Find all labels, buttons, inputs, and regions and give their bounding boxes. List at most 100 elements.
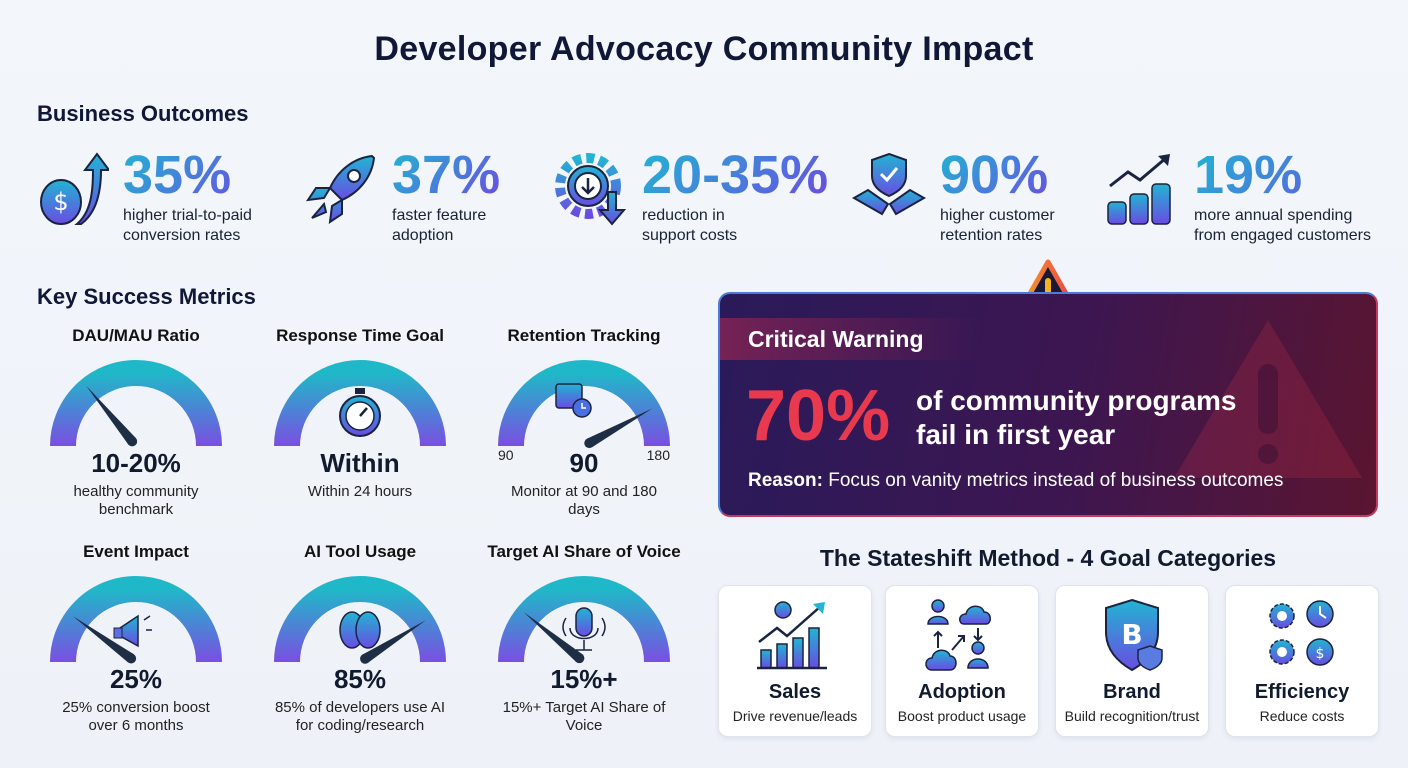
gauge-arc — [50, 576, 222, 663]
gauge-value: 15%+ — [550, 664, 618, 694]
card-title: Brand — [1103, 681, 1161, 703]
gauge-value: 85% — [333, 664, 387, 694]
gauge-desc: 15%+ Target AI Share of Voice — [502, 699, 666, 734]
gauge-desc: healthy community benchmark — [73, 483, 199, 518]
gauge-arc — [274, 576, 446, 663]
outcome-spending: 19% more annual spending from engaged cust… — [1106, 148, 1371, 246]
gauge-arc — [498, 360, 670, 447]
critical-warning-panel: Critical Warning 70% of community progra… — [718, 292, 1378, 517]
gauge-ai-tool-usage: AI Tool Usage 85% 85% of developers use … — [260, 542, 460, 735]
gauge-dial — [498, 576, 670, 664]
gauge-desc: Within 24 hours — [307, 483, 413, 500]
outcome-conversion: $ 35% higher trial-to-paid conversion rate… — [35, 148, 252, 246]
gauge-needle — [72, 616, 135, 663]
megaphone-icon — [113, 614, 152, 648]
coins-growth-icon — [1107, 154, 1171, 225]
svg-text:$: $ — [1316, 646, 1325, 662]
outcome-desc: higher trial-to-paid — [123, 207, 252, 224]
svg-text:$: $ — [53, 188, 68, 216]
gauge-dial — [274, 360, 446, 447]
warning-text-line: fail in first year — [916, 419, 1116, 450]
rocket-icon — [305, 154, 376, 225]
microphone-icon — [562, 607, 606, 651]
gauge-needle — [362, 620, 426, 664]
gauge-event-impact: Event Impact 25% 25% conversion boost ov… — [36, 542, 236, 735]
outcome-feature-adoption: 37% faster feature adoption — [304, 148, 500, 246]
reason-text: Focus on vanity metrics instead of busin… — [822, 470, 1284, 491]
outcome-desc: adoption — [392, 227, 454, 244]
brain-icon — [339, 611, 381, 649]
gauge-needle — [586, 408, 653, 448]
stopwatch-icon — [339, 388, 381, 437]
calendar-clock-icon — [555, 383, 592, 418]
handshake-shield-icon — [852, 152, 926, 216]
outcome-desc: support costs — [642, 227, 738, 244]
outcome-value: 20-35% — [642, 145, 829, 205]
gauge-value: Within — [320, 448, 400, 478]
page-title: Developer Advocacy Community Impact — [374, 30, 1034, 68]
warning-text: of community programs fail in first year — [916, 384, 1236, 452]
gauge-response-time-goal: Response Time Goal Within Within 24 hour… — [260, 326, 460, 501]
card-efficiency: $ Efficiency Reduce costs — [1225, 585, 1379, 737]
outcome-support-costs: 20-35% reduction in support costs — [554, 148, 828, 246]
gauge-dial — [498, 360, 670, 449]
card-desc: Drive revenue/leads — [732, 708, 858, 724]
gauge-scale-min: 90 — [498, 447, 514, 463]
gauge-arc — [498, 576, 670, 663]
outcome-value: 90% — [940, 148, 1055, 202]
warning-stat: 70% — [746, 376, 891, 456]
outcome-desc: higher customer — [940, 207, 1055, 224]
gauge-title: Target AI Share of Voice — [487, 542, 681, 561]
outcome-desc: reduction in — [642, 207, 725, 224]
outcome-desc: conversion rates — [123, 227, 241, 244]
outcome-value: 37% — [392, 145, 501, 205]
gauge-dial — [50, 576, 222, 664]
gauge-dau-mau-ratio: DAU/MAU Ratio 10-20% healthy community b… — [36, 326, 236, 519]
warning-reason: Reason: Focus on vanity metrics instead … — [748, 470, 1283, 492]
outcome-value: 19% — [1194, 148, 1371, 202]
gauge-scale-max: 180 — [646, 447, 670, 463]
outcome-value: 35% — [123, 148, 252, 202]
card-adoption: Adoption Boost product usage — [885, 585, 1039, 737]
gauge-value: 10-20% — [91, 448, 181, 478]
gauge-retention-tracking: Retention Tracking 90 180 90 Monitor at 9… — [484, 326, 684, 519]
gauge-title: Retention Tracking — [507, 326, 661, 345]
outcome-retention: 90% higher customer retention rates — [852, 148, 1055, 246]
card-title: Sales — [768, 681, 822, 703]
gauge-desc: Monitor at 90 and 180 days — [511, 483, 657, 518]
gauge-dial — [50, 360, 222, 447]
gauge-needle — [523, 612, 583, 663]
gauge-title: Event Impact — [83, 542, 189, 561]
sales-chart-icon — [757, 601, 827, 670]
users-cloud-icon — [925, 599, 991, 671]
gauge-needle — [86, 385, 137, 445]
outcome-desc: from engaged customers — [1194, 227, 1371, 244]
gauge-dial — [274, 576, 446, 664]
gauge-title: AI Tool Usage — [303, 542, 417, 561]
shield-coin-icon: B — [1105, 598, 1163, 672]
gauge-desc: 25% conversion boost over 6 months — [62, 699, 210, 734]
gauge-value: 90 — [569, 448, 599, 478]
card-desc: Build recognition/trust — [1064, 708, 1200, 724]
card-desc: Boost product usage — [897, 708, 1027, 724]
gauge-arc — [50, 360, 222, 447]
business-outcomes-heading: Business Outcomes — [37, 101, 249, 126]
card-sales: Sales Drive revenue/leads — [718, 585, 872, 737]
card-title: Efficiency — [1254, 681, 1350, 703]
reason-label: Reason: — [748, 470, 823, 491]
gauge-value: 25% — [109, 664, 163, 694]
card-brand: B Brand Build recognition/trust — [1055, 585, 1209, 737]
outcome-desc: faster feature — [392, 207, 487, 224]
gauge-target-ai-share-of-voice: Target AI Share of Voice 15%+ 15%+ Targe… — [484, 542, 684, 735]
outcome-desc: retention rates — [940, 227, 1043, 244]
gauge-desc: 85% of developers use AI for coding/rese… — [274, 699, 446, 734]
warning-title-band — [720, 318, 980, 360]
gauge-title: Response Time Goal — [276, 326, 444, 345]
gear-down-arrow-icon — [555, 153, 627, 226]
card-title: Adoption — [918, 681, 1006, 703]
card-desc: Reduce costs — [1259, 708, 1345, 724]
warning-background-icon — [1174, 320, 1362, 478]
gauge-title: DAU/MAU Ratio — [72, 326, 200, 345]
warning-title: Critical Warning — [748, 326, 924, 352]
gauge-arc — [274, 360, 446, 447]
